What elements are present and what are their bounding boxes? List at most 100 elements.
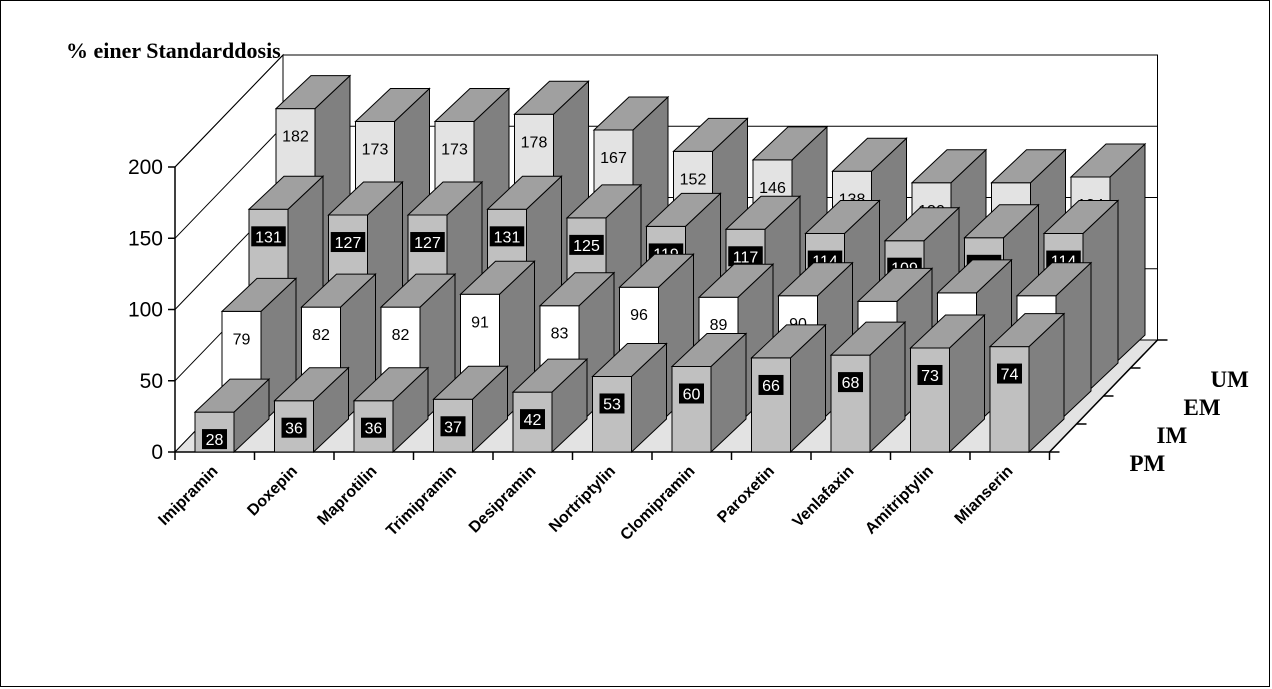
bar-top [670, 333, 748, 367]
bar-top [910, 149, 988, 184]
data-label-bg [838, 372, 863, 393]
bar-pm-imipramin: 28 [193, 377, 271, 454]
data-label-bg [758, 374, 784, 395]
category-label-desipramin: Desipramin [466, 463, 540, 537]
bar-top [804, 200, 881, 234]
bar-front [989, 346, 1030, 453]
data-label: 146 [759, 180, 786, 197]
data-label: 79 [233, 331, 251, 348]
data-label: 42 [524, 412, 542, 429]
data-label-bg [202, 429, 227, 450]
data-label: 73 [921, 368, 939, 385]
data-label: 74 [1001, 367, 1019, 384]
data-label: 89 [710, 317, 728, 334]
bar-top [645, 192, 722, 227]
bar-top [829, 321, 907, 356]
series-label-im: IM [1157, 423, 1188, 448]
data-label-bg [917, 364, 943, 385]
data-label: 152 [680, 171, 707, 188]
data-label-bg [251, 226, 286, 247]
data-label: 83 [551, 326, 569, 343]
bar-pm-amitriptylin: 73 [909, 313, 986, 454]
bar-top [511, 358, 589, 393]
category-label-imipramin: Imipramin [155, 463, 221, 529]
bar-top [990, 149, 1067, 184]
category-label-trimipramin: Trimipramin [383, 463, 460, 540]
bar-top [459, 260, 536, 295]
bar-top [433, 88, 511, 122]
category-label-maprotilin: Maprotilin [314, 463, 380, 529]
data-label: 173 [362, 141, 389, 158]
bar-top [273, 367, 350, 402]
bar-top [274, 75, 352, 110]
bar-front [671, 366, 712, 453]
data-label-bg [489, 226, 525, 247]
y-tick-label: 100 [128, 299, 163, 322]
data-label: 127 [414, 235, 441, 252]
data-label: 173 [441, 141, 468, 158]
bar-top [352, 367, 430, 402]
bar-front [592, 376, 632, 453]
category-label-doxepin: Doxepin [244, 463, 301, 520]
bar-pm-doxepin: 36 [273, 366, 350, 454]
bar-top [1015, 262, 1093, 297]
bar-top [220, 277, 298, 312]
category-label-nortriptylin: Nortriptylin [546, 463, 619, 536]
bar-top [406, 181, 484, 216]
data-label-bg [520, 409, 545, 430]
data-label: 37 [444, 419, 462, 436]
data-label-bg [728, 246, 763, 267]
bar-pm-clomipramin: 60 [670, 332, 748, 454]
bar-top [300, 273, 377, 308]
data-label: 131 [494, 229, 521, 246]
bar-top [751, 126, 829, 161]
bar-pm-mianserin: 74 [988, 312, 1066, 454]
category-label-venlafaxin: Venlafaxin [790, 463, 858, 531]
bar-pm-desipramin: 42 [511, 357, 589, 454]
bar-pm-venlafaxin: 68 [829, 320, 907, 454]
data-label: 60 [683, 387, 701, 404]
data-label: 53 [603, 396, 621, 413]
bar-top [486, 175, 563, 210]
y-tick-label: 0 [151, 441, 163, 464]
bar-front [910, 347, 950, 453]
bar-top [618, 253, 695, 288]
category-label-mianserin: Mianserin [952, 463, 1017, 528]
bar-pm-nortriptylin: 53 [591, 342, 668, 454]
bar-top [538, 272, 616, 307]
data-label: 68 [842, 375, 860, 392]
bar-top [432, 365, 509, 400]
data-label: 96 [630, 307, 648, 324]
bar-top [831, 137, 908, 172]
bar-top [354, 88, 431, 122]
bar-top [1042, 200, 1120, 234]
bar-front [751, 357, 791, 453]
category-label-amitriptylin: Amitriptylin [862, 463, 937, 538]
data-label: 66 [762, 378, 780, 395]
data-label: 127 [335, 235, 362, 252]
data-label-bg [569, 234, 604, 255]
data-label-bg [410, 232, 445, 253]
bar-top [379, 273, 457, 308]
y-tick-label: 50 [140, 370, 163, 393]
data-label: 36 [365, 421, 383, 438]
bar-top [988, 313, 1066, 348]
bar-top [883, 207, 961, 242]
data-label-bg [361, 417, 386, 438]
data-label: 36 [285, 421, 303, 438]
data-label-bg [440, 416, 466, 437]
bar-top [672, 117, 749, 152]
bar-top [724, 195, 802, 230]
bar-top [777, 262, 854, 297]
data-label-bg [599, 393, 625, 414]
bar-pm-trimipramin: 37 [432, 365, 509, 454]
bar-top [1069, 143, 1147, 178]
y-tick-label: 200 [128, 156, 163, 179]
data-label: 82 [392, 327, 410, 344]
series-label-um: UM [1211, 367, 1250, 392]
chart-title: % einer Standarddosis [66, 38, 281, 63]
data-label: 178 [521, 134, 548, 151]
data-label: 117 [733, 249, 759, 266]
data-label: 131 [255, 229, 282, 246]
